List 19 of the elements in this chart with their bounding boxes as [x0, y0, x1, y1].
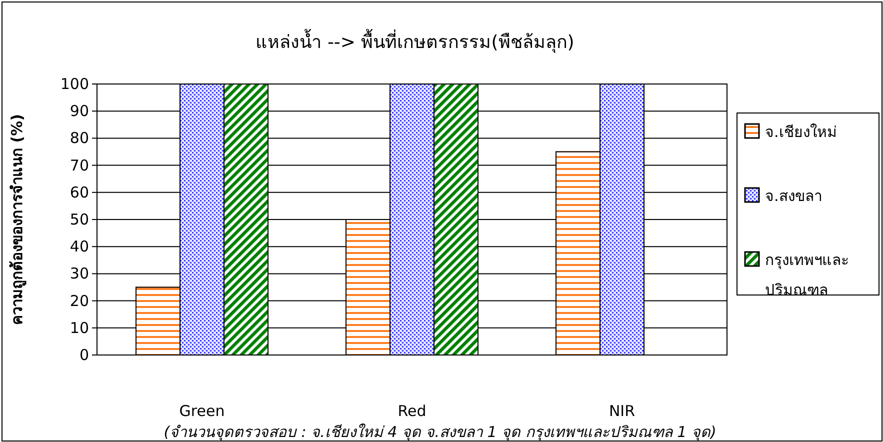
y-tick-label: 40	[70, 238, 89, 256]
y-tick-label: 90	[70, 102, 89, 120]
y-tick-label: 0	[79, 346, 89, 364]
text: (จำนวนจุดตรวจสอบ : จ.เชียงใหม่ 4 จุด จ.สงขลา 1 จุด กรุงเทพฯและปริมณฑล 1 จุด)	[164, 423, 716, 441]
y-axis-title: ความถูกต้องของการจำแนก (%)	[8, 114, 27, 325]
y-tick-label: 80	[70, 129, 89, 148]
y-tick-label: 100	[60, 75, 89, 93]
chart-title: แหล่งน้ำ --> พื้นที่เกษตรกรรม(พืชล้มลุก)	[256, 29, 574, 53]
y-tick-label: 10	[70, 318, 89, 337]
legend-label: จ.สงขลา	[765, 187, 822, 205]
y-tick-label: 20	[70, 292, 89, 310]
y-tick-label: 30	[70, 264, 89, 283]
y-tick-label: 70	[70, 156, 89, 174]
y-tick-label: 60	[70, 183, 89, 202]
x-tick-label: NIR	[608, 402, 636, 420]
y-tick-label: 50	[70, 210, 89, 228]
x-tick-label: Green	[179, 402, 225, 420]
legend-label: จ.เชียงใหม่	[765, 123, 837, 141]
x-tick-label: Red	[398, 402, 426, 420]
